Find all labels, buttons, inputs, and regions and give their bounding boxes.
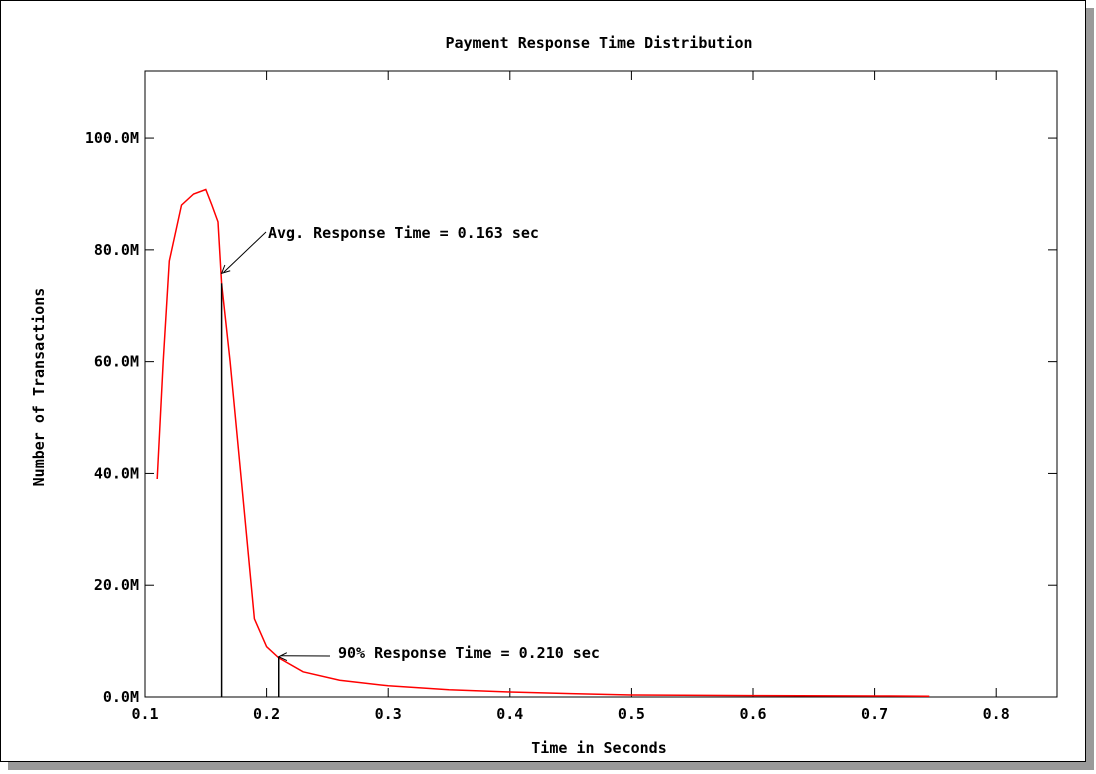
y-tick-label: 40.0M bbox=[94, 464, 139, 482]
x-tick-label: 0.3 bbox=[375, 705, 402, 723]
plot-border bbox=[144, 70, 1058, 698]
x-tick-label: 0.5 bbox=[618, 705, 645, 723]
y-tick-label: 80.0M bbox=[94, 241, 139, 259]
series-line bbox=[156, 188, 930, 697]
y-tick-label: 0.0M bbox=[103, 688, 139, 706]
x-tick-label: 0.8 bbox=[983, 705, 1010, 723]
chart-title: Payment Response Time Distribution bbox=[445, 34, 752, 52]
chart-frame bbox=[0, 0, 1086, 762]
x-axis-label: Time in Seconds bbox=[531, 739, 666, 757]
marker-arrowhead bbox=[277, 652, 288, 662]
y-tick-label: 60.0M bbox=[94, 353, 139, 371]
x-tick-label: 0.6 bbox=[739, 705, 766, 723]
x-tick-label: 0.2 bbox=[253, 705, 280, 723]
plot-area: 0.1 0.2 0.3 0.4 0.5 0.6 0.7 0.8 0.0M 20.0M 40.0M 60… bbox=[85, 70, 1058, 723]
marker-arrowhead bbox=[220, 264, 231, 275]
y-tick-label: 100.0M bbox=[85, 129, 139, 147]
x-tick-label: 0.7 bbox=[861, 705, 888, 723]
marker-label: Avg. Response Time = 0.163 sec bbox=[268, 224, 539, 242]
x-tick-label: 0.1 bbox=[131, 705, 158, 723]
x-tick-label: 0.4 bbox=[496, 705, 523, 723]
marker-arrow bbox=[223, 231, 267, 273]
y-axis-label: Number of Transactions bbox=[30, 288, 48, 487]
y-tick-label: 20.0M bbox=[94, 576, 139, 594]
marker-label: 90% Response Time = 0.210 sec bbox=[338, 644, 600, 662]
